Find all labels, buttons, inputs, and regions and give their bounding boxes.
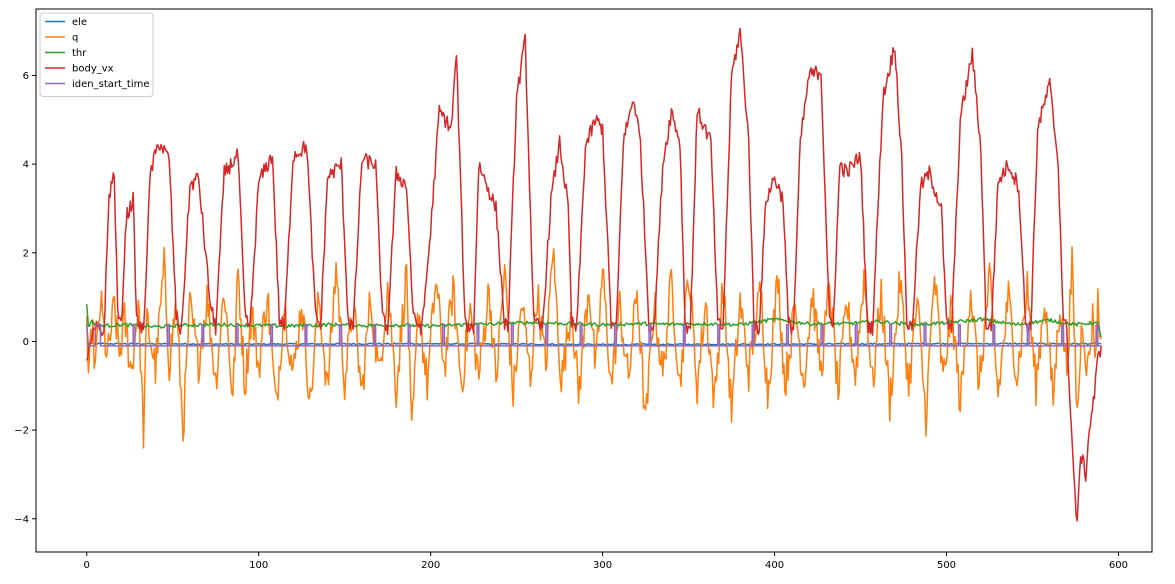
x-tick-label: 500	[937, 560, 956, 571]
plot-area-frame	[35, 8, 1153, 553]
x-tick-label: 100	[249, 560, 268, 571]
legend-label-ele: ele	[72, 17, 87, 28]
series-line-thr	[85, 304, 1102, 338]
y-tick-label: 0	[23, 337, 29, 348]
y-tick-label: 6	[23, 71, 29, 82]
axis-layer: 0 100 200 300 400 500 600 −4 −2 0 2 4 6	[14, 71, 1128, 571]
legend-label-thr: thr	[72, 48, 87, 59]
x-tick-label: 300	[593, 560, 612, 571]
legend-frame	[39, 12, 154, 97]
x-tick-label: 400	[765, 560, 784, 571]
legend-label-body-vx: body_vx	[72, 64, 114, 75]
legend-label-q: q	[72, 33, 78, 44]
series-line-body-vx	[86, 27, 1103, 522]
y-tick-label: −2	[14, 426, 29, 437]
series-layer	[85, 27, 1103, 522]
legend: ele q thr body_vx iden_start_time	[39, 12, 154, 97]
y-tick-label: −4	[14, 514, 29, 525]
y-tick-label: 4	[23, 160, 29, 171]
series-line-iden-start-time	[85, 323, 1102, 347]
x-tick-label: 600	[1109, 560, 1128, 571]
y-tick-label: 2	[23, 248, 29, 259]
series-line-q	[85, 246, 1102, 449]
x-tick-label: 200	[421, 560, 440, 571]
x-tick-label: 0	[84, 560, 90, 571]
legend-label-iden-start-time: iden_start_time	[72, 79, 150, 90]
